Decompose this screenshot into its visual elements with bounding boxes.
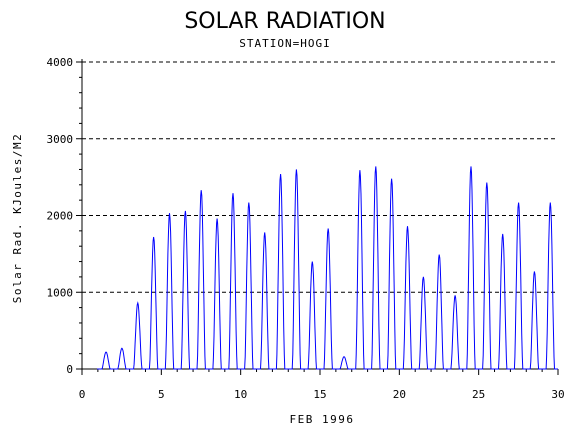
axes	[81, 59, 558, 370]
gridlines	[82, 61, 558, 293]
x-axis-title: FEB 1996	[290, 413, 355, 426]
y-tick-label-4000: 4000	[47, 56, 74, 69]
x-tick-label-5: 5	[158, 388, 165, 401]
x-tick-label-20: 20	[393, 388, 406, 401]
y-axis-title: Solar Rad. KJoules/M2	[11, 133, 24, 304]
x-tick-label-30: 30	[551, 388, 564, 401]
y-tick-label-3000: 3000	[47, 133, 74, 146]
x-tick-label-25: 25	[472, 388, 485, 401]
y-axis-ticks: 0 1000 2000 3000 4000	[47, 56, 82, 376]
y-tick-label-1000: 1000	[47, 286, 74, 299]
x-axis-ticks: 0 5 10 15 20 25 30	[79, 369, 565, 401]
y-tick-label-2000: 2000	[47, 210, 74, 223]
chart-title: SOLAR RADIATION	[184, 9, 385, 34]
x-tick-label-15: 15	[313, 388, 326, 401]
x-tick-label-0: 0	[79, 388, 86, 401]
series-line-solar-radiation	[97, 166, 558, 370]
chart-subtitle: STATION=HOGI	[239, 37, 330, 50]
x-tick-label-10: 10	[234, 388, 247, 401]
y-tick-label-0: 0	[66, 363, 73, 376]
